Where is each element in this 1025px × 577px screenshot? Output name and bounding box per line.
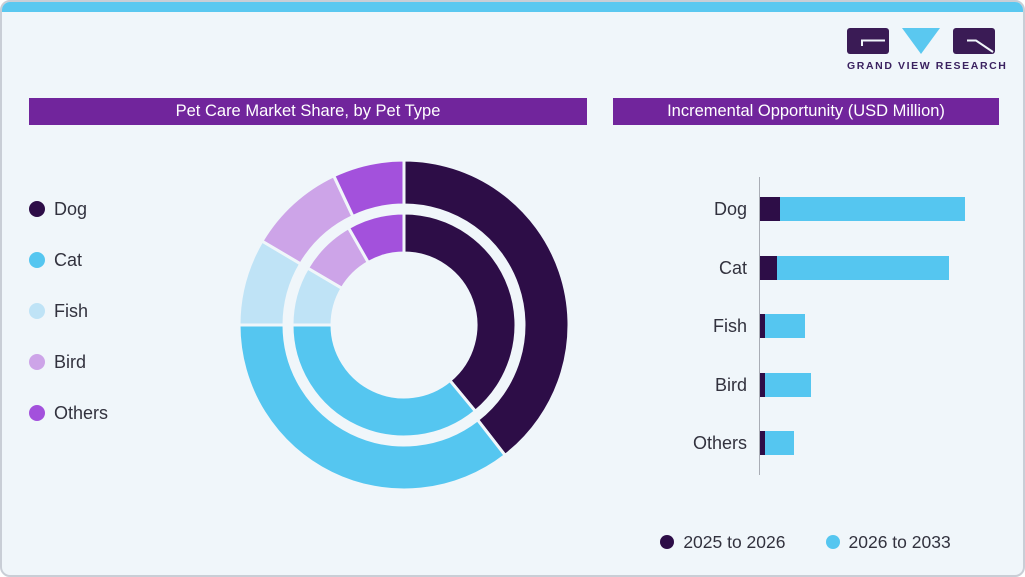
bar-category-label: Fish — [712, 316, 747, 336]
bar-track — [760, 314, 805, 338]
bar-row-dog: Dog — [612, 197, 1017, 221]
bar-category-label: Cat — [718, 258, 747, 278]
bar-segment-fish-2025-to-2026 — [760, 314, 765, 338]
bar-track — [760, 373, 811, 397]
bar-row-cat: Cat — [612, 256, 1017, 280]
bar-category-label: Bird — [714, 375, 747, 395]
gvr-logo-r-icon — [953, 28, 995, 54]
bar-segment-dog-2025-to-2026 — [760, 197, 781, 221]
top-accent-bar — [2, 2, 1023, 12]
bar-legend-swatch — [660, 535, 675, 549]
bar-track — [760, 256, 950, 280]
bar-legend-item-2025-to-2026: 2025 to 2026 — [660, 531, 786, 552]
donut-chart-title: Pet Care Market Share, by Pet Type — [29, 98, 587, 125]
bar-chart-legend: 2025 to 2026 2026 to 2033 — [612, 532, 999, 552]
bar-legend-swatch — [825, 535, 840, 549]
gvr-logo-wordmark: GRAND VIEW RESEARCH — [847, 60, 1008, 72]
gvr-logo: GRAND VIEW RESEARCH — [847, 28, 1008, 72]
bar-category-label: Dog — [713, 199, 747, 219]
donut-legend-swatch-bird — [29, 354, 45, 370]
donut-segment-outer-ring-others — [331, 158, 406, 219]
donut-legend-swatch-cat — [29, 252, 45, 268]
bar-chart-title: Incremental Opportunity (USD Million) — [613, 98, 999, 125]
bar-segment-fish-2026-to-2033 — [764, 314, 805, 338]
bar-row-bird: Bird — [612, 373, 1017, 397]
bar-segment-dog-2026-to-2033 — [780, 197, 965, 221]
gvr-logo-v-icon — [902, 28, 940, 54]
donut-legend-item-fish: Fish — [29, 300, 108, 321]
donut-legend-item-cat: Cat — [29, 249, 108, 270]
donut-legend-label: Cat — [54, 249, 83, 270]
bar-chart: Dog Cat Fish Bird Others — [612, 177, 1017, 475]
donut-legend-item-others: Others — [29, 402, 109, 423]
bar-legend-label: 2025 to 2026 — [683, 531, 786, 552]
bar-legend-item-2026-to-2033: 2026 to 2033 — [825, 531, 951, 552]
bar-segment-others-2026-to-2033 — [764, 431, 794, 455]
donut-legend-label: Others — [54, 402, 109, 423]
donut-segment-inner-ring-others — [346, 211, 406, 265]
bar-track — [760, 431, 794, 455]
donut-chart — [237, 158, 571, 492]
donut-legend-swatch-others — [29, 405, 45, 421]
donut-legend-swatch-fish — [29, 303, 45, 319]
donut-segment-outer-ring-cat — [237, 323, 508, 492]
bar-row-fish: Fish — [612, 314, 1017, 338]
bar-legend-label: 2026 to 2033 — [848, 531, 951, 552]
donut-legend-item-dog: Dog — [29, 198, 108, 219]
donut-legend-label: Bird — [54, 351, 87, 372]
gvr-logo-marks — [847, 28, 995, 54]
gvr-logo-g-icon — [847, 28, 889, 54]
donut-legend-label: Fish — [54, 300, 89, 321]
bar-segment-cat-2026-to-2033 — [776, 256, 950, 280]
bar-chart-axis-line — [759, 177, 760, 475]
bar-row-others: Others — [612, 431, 1017, 455]
donut-legend-label: Dog — [54, 198, 88, 219]
bar-category-label: Others — [692, 433, 747, 453]
donut-segment-outer-ring-dog — [402, 158, 571, 458]
bar-segment-bird-2026-to-2033 — [764, 373, 811, 397]
bar-track — [760, 197, 965, 221]
donut-legend: Dog Cat Fish Bird Others — [29, 198, 109, 423]
bar-segment-cat-2025-to-2026 — [760, 256, 777, 280]
bar-segment-bird-2025-to-2026 — [760, 373, 765, 397]
donut-segment-inner-ring-cat — [290, 323, 478, 439]
bar-segment-others-2025-to-2026 — [760, 431, 765, 455]
donut-legend-item-bird: Bird — [29, 351, 108, 372]
donut-segment-inner-ring-dog — [402, 211, 518, 414]
donut-legend-swatch-dog — [29, 201, 45, 217]
